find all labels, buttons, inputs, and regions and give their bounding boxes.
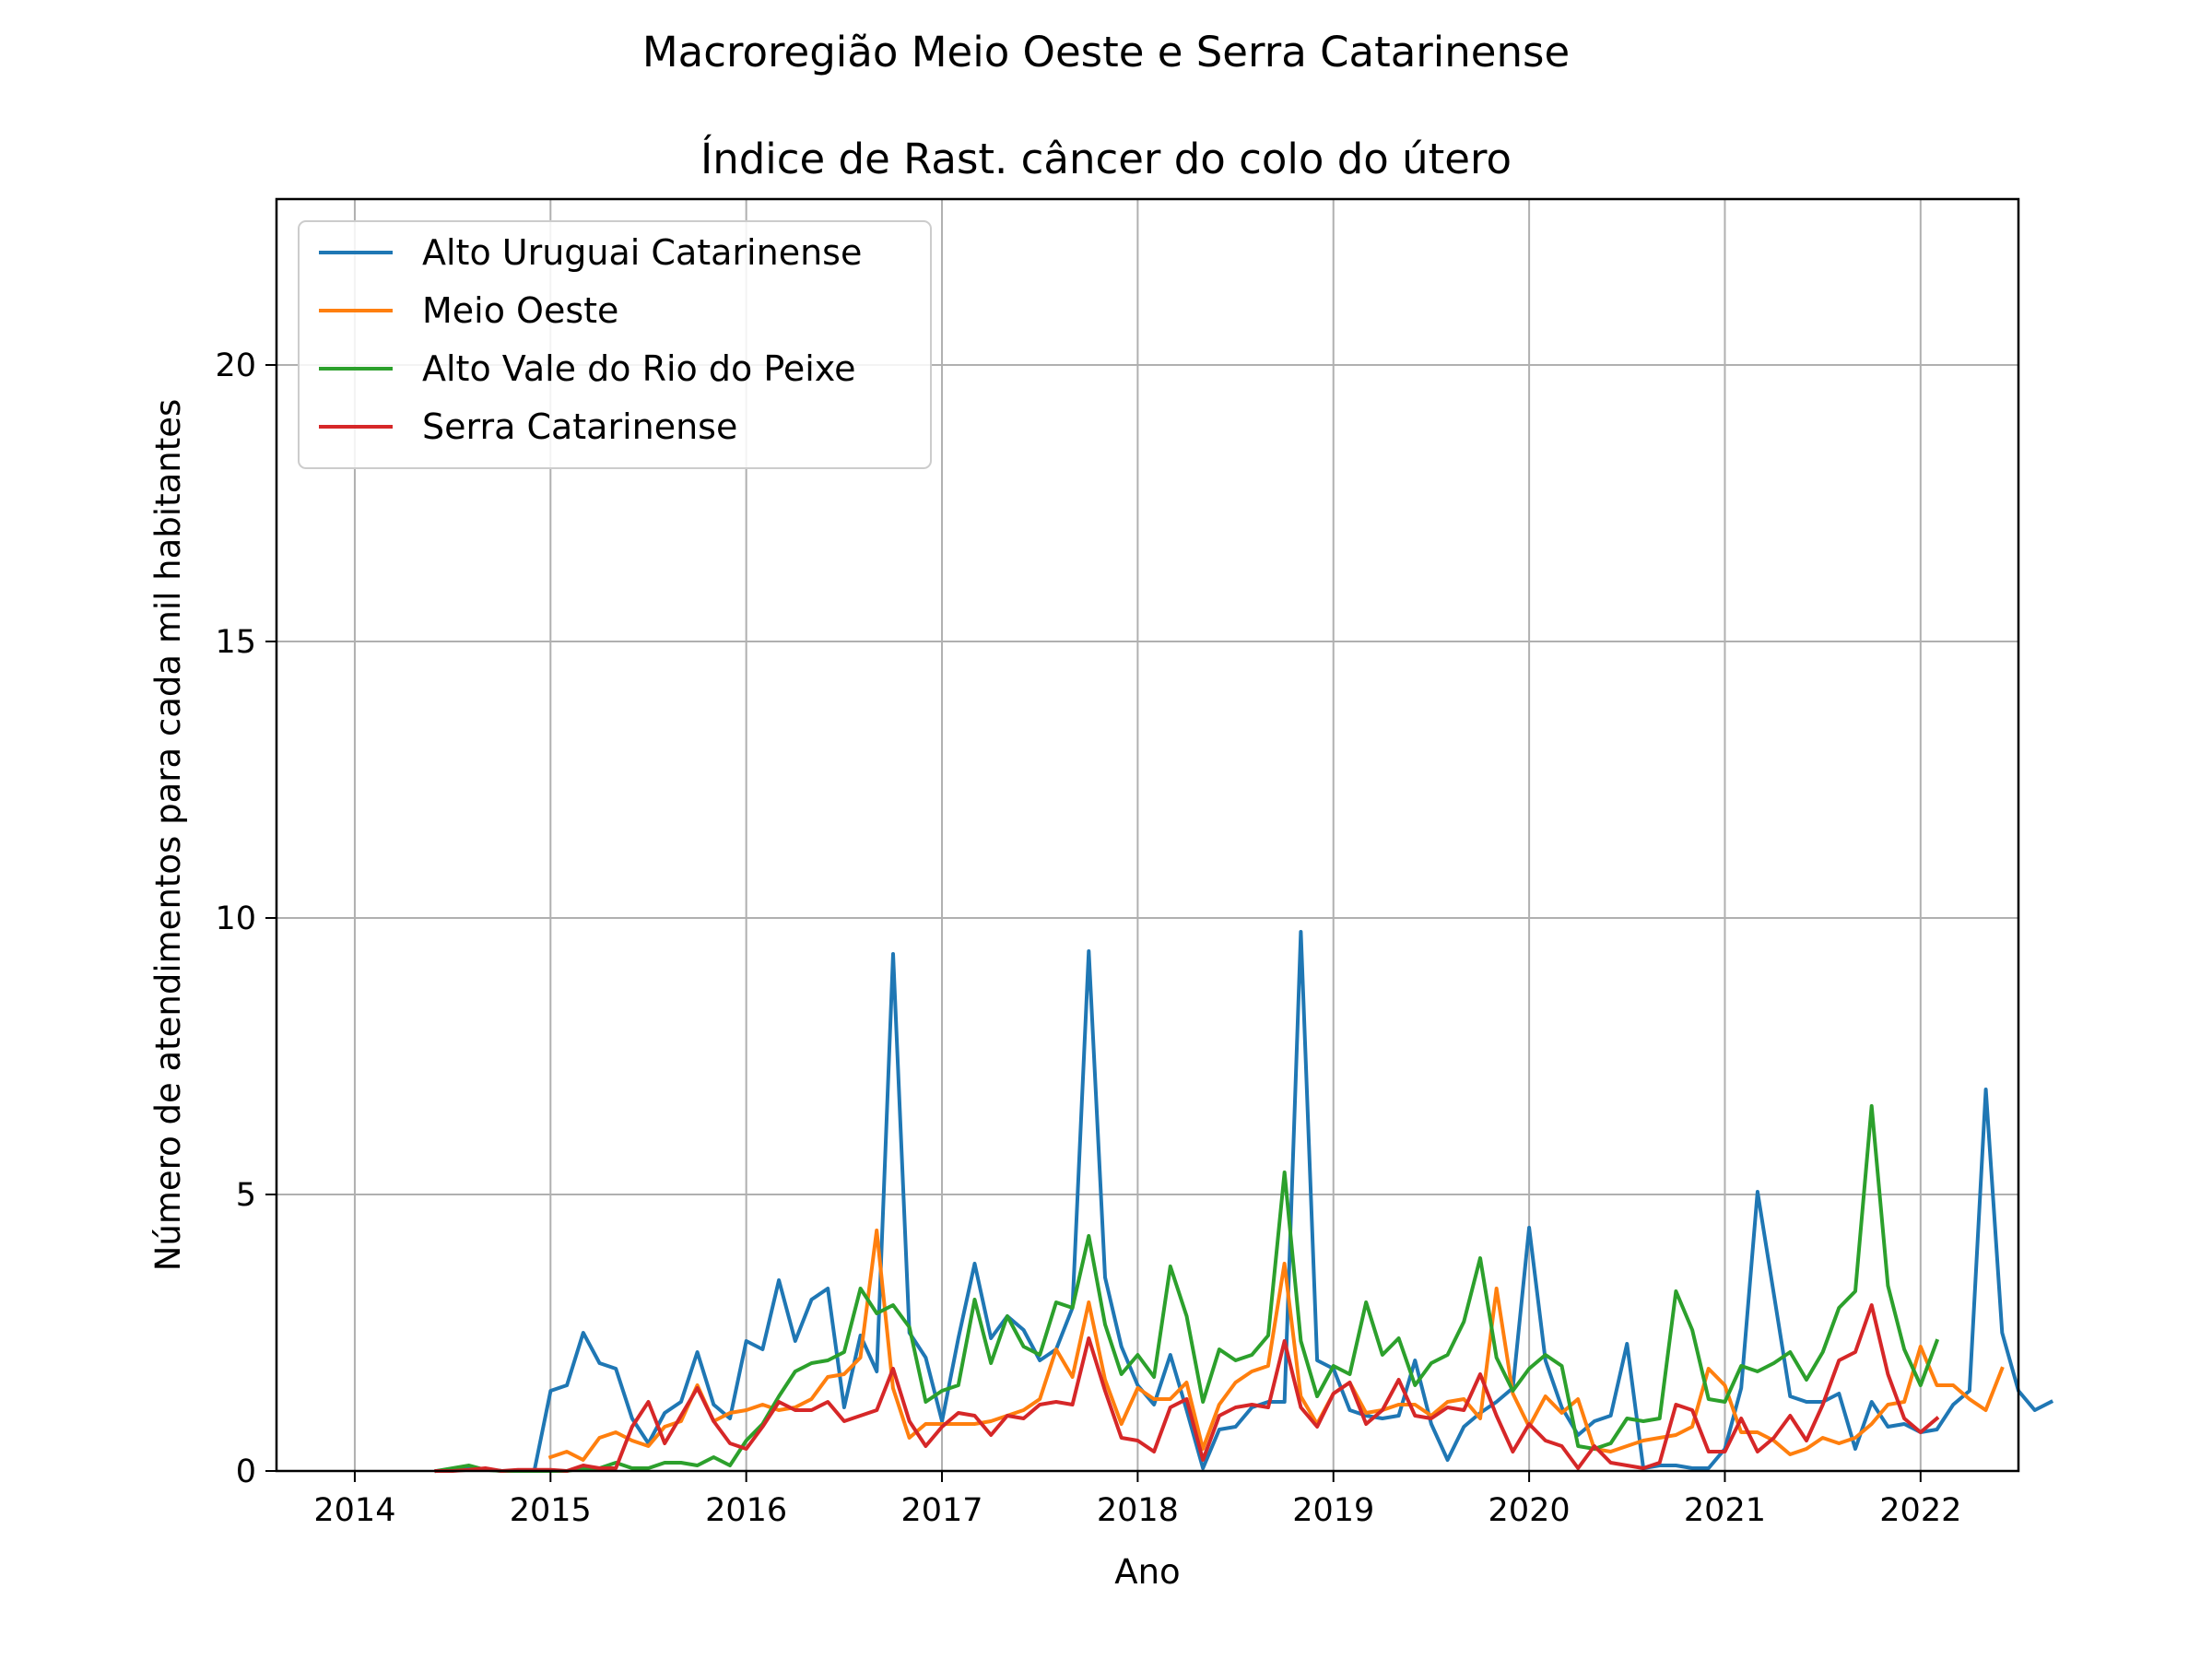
legend-items: Alto Uruguai Catarinense Meio Oeste Alto V…: [319, 232, 862, 447]
y-tick-label: 5: [236, 1177, 256, 1214]
x-axis-label: Ano: [1114, 1552, 1180, 1592]
x-tick-label: 2016: [705, 1492, 787, 1529]
y-tick-label: 10: [215, 900, 256, 937]
x-tick-label: 2015: [510, 1492, 592, 1529]
series-line-4: [434, 1303, 1940, 1473]
series-line-3: [434, 1104, 1940, 1474]
x-tick-label: 2020: [1488, 1492, 1571, 1529]
y-tick-label: 20: [215, 347, 256, 384]
legend-label-1: Alto Uruguai Catarinense: [422, 232, 862, 273]
chart-title: Índice de Rast. câncer do colo do útero: [700, 135, 1512, 183]
y-tick-label: 0: [236, 1453, 256, 1490]
x-tick-label: 2019: [1292, 1492, 1374, 1529]
plot-area-frame: [275, 197, 2020, 1473]
chart-suptitle: Macroregião Meio Oeste e Serra Catarinen…: [642, 28, 1570, 76]
y-tick-label: 15: [215, 624, 256, 661]
series-line-1: [434, 930, 2054, 1474]
x-tick-label: 2021: [1684, 1492, 1766, 1529]
legend-box: [298, 220, 932, 469]
legend-label-2: Meio Oeste: [422, 290, 618, 331]
x-tick-label: 2018: [1097, 1492, 1179, 1529]
legend: Alto Uruguai Catarinense Meio Oeste Alto V…: [298, 220, 932, 469]
x-tick-label: 2022: [1879, 1492, 1961, 1529]
legend-label-4: Serra Catarinense: [422, 406, 737, 447]
x-tick-label: 2017: [900, 1492, 982, 1529]
legend-label-3: Alto Vale do Rio do Peixe: [422, 348, 856, 389]
x-tick-label: 2014: [313, 1492, 395, 1529]
axis-ticks: 2014 2015 2016 2017 2018 2019 2020 2021 20220510…: [215, 347, 1961, 1529]
y-axis-label: Número de atendimentos para cada mil hab…: [148, 399, 188, 1272]
series-lines: [434, 930, 2054, 1474]
